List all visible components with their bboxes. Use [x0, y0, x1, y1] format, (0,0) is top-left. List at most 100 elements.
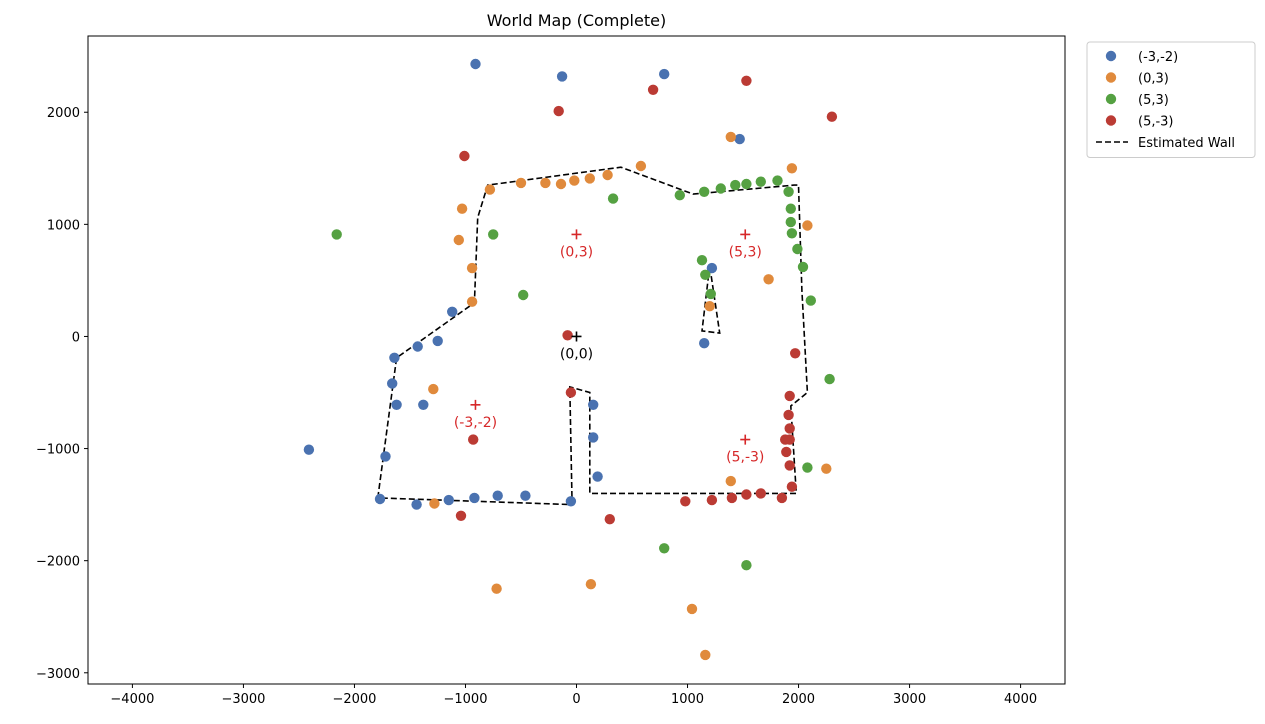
legend-label: Estimated Wall — [1138, 136, 1235, 151]
scatter-point-series-2 — [428, 383, 439, 395]
scatter-point-series-1 — [469, 492, 480, 504]
scatter-point-series-4 — [562, 330, 573, 341]
estimated-wall-line — [701, 265, 721, 335]
scatter-point-series-2 — [585, 579, 597, 590]
scatter-point-series-1 — [520, 490, 531, 501]
scatter-point-series-1 — [565, 496, 577, 507]
y-tick-label: 1000 — [47, 218, 80, 233]
scatter-point-series-1 — [470, 58, 481, 70]
scatter-point-series-4 — [706, 494, 718, 506]
scatter-point-series-2 — [602, 169, 613, 181]
scatter-point-series-4 — [784, 460, 795, 471]
scatter-point-series-4 — [786, 481, 798, 492]
position-label: (0,3) — [560, 244, 593, 260]
scatter-point-series-2 — [802, 220, 813, 231]
x-tick-label: 4000 — [1004, 692, 1037, 707]
legend-marker — [1105, 93, 1117, 105]
scatter-point-series-1 — [706, 262, 718, 274]
scatter-point-series-3 — [783, 186, 794, 197]
x-tick-label: 1000 — [671, 692, 704, 707]
scatter-point-series-3 — [674, 190, 685, 201]
y-tick-label: 2000 — [47, 106, 80, 121]
scatter-point-series-4 — [455, 510, 467, 521]
scatter-point-series-2 — [700, 649, 711, 661]
scatter-point-series-2 — [704, 301, 715, 312]
scatter-point-series-1 — [418, 399, 429, 410]
scatter-point-series-4 — [553, 105, 564, 117]
scatter-point-series-1 — [556, 71, 568, 82]
scatter-point-series-4 — [726, 492, 738, 504]
legend-label: (5,3) — [1138, 93, 1169, 108]
scatter-point-series-3 — [824, 373, 835, 385]
legend-marker — [1105, 50, 1117, 62]
scatter-point-series-2 — [763, 274, 774, 285]
y-tick-label: 0 — [72, 330, 80, 345]
scatter-point-series-1 — [659, 68, 670, 80]
scatter-point-series-2 — [491, 583, 502, 594]
scatter-point-series-4 — [459, 150, 470, 162]
scatter-point-series-4 — [783, 409, 794, 421]
scatter-point-series-1 — [447, 306, 458, 317]
scatter-point-series-1 — [443, 494, 454, 506]
scatter-point-series-3 — [785, 216, 796, 228]
scatter-point-series-4 — [784, 390, 795, 402]
position-label: (0,0) — [560, 346, 593, 362]
scatter-point-series-2 — [453, 234, 464, 246]
position-marker — [571, 331, 582, 342]
scatter-point-series-3 — [607, 193, 619, 204]
legend-marker — [1105, 115, 1117, 126]
x-tick-label: 3000 — [893, 692, 926, 707]
legend: (-3,-2) (0,3) (5,3) (5,-3) Estimated Wall — [1086, 41, 1256, 158]
scatter-point-series-4 — [741, 75, 752, 87]
scatter-point-series-2 — [635, 160, 647, 172]
scatter-point-series-1 — [391, 399, 402, 410]
scatter-point-series-1 — [374, 493, 386, 505]
scatter-point-series-4 — [776, 492, 788, 504]
scatter-point-series-2 — [456, 203, 468, 214]
scatter-point-series-2 — [540, 177, 551, 189]
estimated-wall-line — [377, 166, 809, 506]
scatter-point-series-3 — [715, 183, 726, 194]
position-marker — [740, 229, 751, 240]
scatter-point-series-3 — [805, 295, 816, 306]
legend-marker — [1105, 72, 1117, 83]
scatter-point-series-1 — [389, 352, 400, 363]
legend-label: (5,-3) — [1138, 115, 1174, 130]
position-marker — [571, 229, 582, 240]
y-tick-label: −2000 — [36, 555, 80, 570]
scatter-point-series-3 — [797, 261, 809, 273]
scatter-point-series-4 — [741, 489, 752, 500]
scatter-point-series-3 — [741, 178, 752, 190]
position-marker — [740, 434, 751, 445]
position-label: (-3,-2) — [454, 415, 497, 431]
scatter-point-series-1 — [412, 341, 423, 352]
scatter-point-series-1 — [303, 444, 315, 455]
scatter-point-series-3 — [792, 243, 803, 255]
scatter-point-series-3 — [518, 289, 529, 301]
scatter-point-series-3 — [772, 175, 783, 186]
scatter-point-series-1 — [592, 471, 603, 482]
x-tick-label: −2000 — [332, 692, 376, 707]
scatter-point-series-2 — [821, 463, 832, 474]
scatter-point-series-3 — [659, 543, 670, 554]
legend-label: (-3,-2) — [1138, 50, 1178, 65]
scatter-point-series-4 — [784, 423, 795, 434]
scatter-point-series-2 — [555, 178, 567, 190]
scatter-point-series-4 — [468, 434, 479, 445]
y-tick-label: −1000 — [36, 443, 80, 458]
scatter-point-series-2 — [584, 173, 595, 184]
scatter-point-series-2 — [786, 163, 798, 174]
position-marker — [470, 399, 481, 410]
scatter-point-series-1 — [588, 399, 599, 410]
scatter-point-series-4 — [784, 434, 795, 445]
scatter-point-series-3 — [730, 179, 741, 191]
scatter-point-series-4 — [604, 514, 615, 525]
scatter-point-series-2 — [515, 177, 527, 189]
scatter-point-series-4 — [826, 111, 838, 122]
scatter-point-series-3 — [802, 462, 813, 473]
scatter-point-series-2 — [569, 175, 580, 186]
y-tick-label: −3000 — [36, 667, 80, 682]
scatter-point-series-1 — [387, 378, 398, 389]
scatter-point-series-3 — [755, 176, 766, 187]
